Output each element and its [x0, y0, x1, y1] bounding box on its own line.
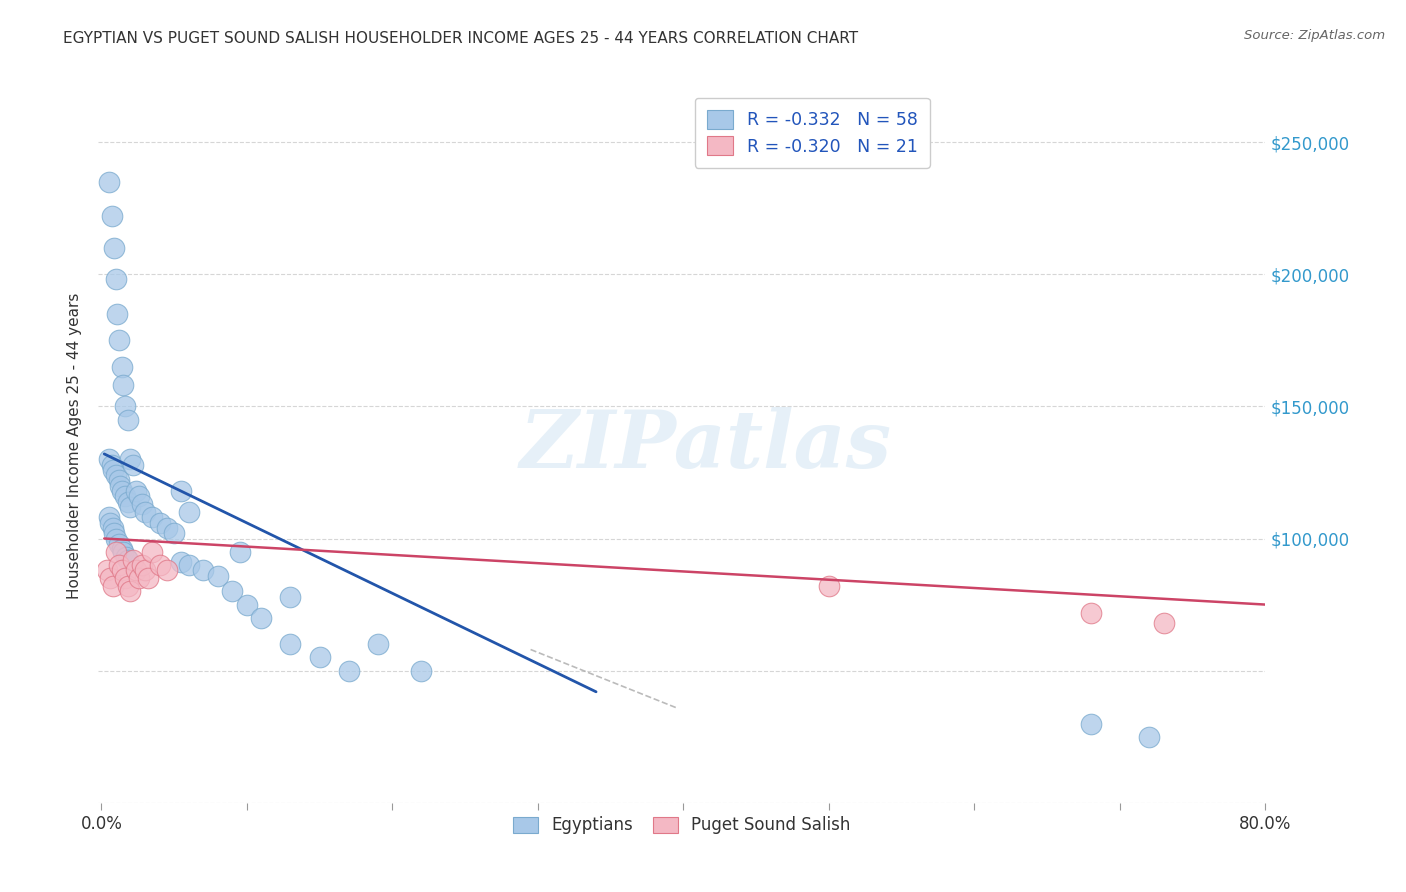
- Point: [134, 563, 156, 577]
- Point: [112, 545, 135, 559]
- Point: [111, 542, 134, 557]
- Point: [128, 489, 150, 503]
- Point: [111, 563, 134, 577]
- Point: [122, 552, 145, 566]
- Point: [103, 241, 125, 255]
- Legend: Egyptians, Puget Sound Salish: Egyptians, Puget Sound Salish: [506, 810, 858, 841]
- Point: [98, 571, 121, 585]
- Point: [170, 483, 193, 498]
- Point: [170, 555, 193, 569]
- Point: [411, 664, 433, 678]
- Point: [156, 521, 179, 535]
- Point: [250, 611, 273, 625]
- Point: [104, 532, 127, 546]
- Text: EGYPTIAN VS PUGET SOUND SALISH HOUSEHOLDER INCOME AGES 25 - 44 YEARS CORRELATION: EGYPTIAN VS PUGET SOUND SALISH HOUSEHOLD…: [63, 31, 859, 46]
- Text: ZIPatlas: ZIPatlas: [519, 408, 891, 484]
- Point: [228, 545, 250, 559]
- Point: [107, 537, 129, 551]
- Point: [148, 558, 170, 572]
- Point: [141, 545, 163, 559]
- Point: [114, 571, 136, 585]
- Point: [114, 400, 136, 414]
- Point: [100, 458, 122, 472]
- Y-axis label: Householder Income Ages 25 - 44 years: Householder Income Ages 25 - 44 years: [67, 293, 83, 599]
- Point: [308, 650, 330, 665]
- Point: [105, 307, 128, 321]
- Point: [97, 510, 120, 524]
- Point: [120, 500, 142, 514]
- Point: [177, 558, 200, 572]
- Point: [280, 590, 302, 604]
- Point: [115, 549, 138, 564]
- Point: [120, 452, 142, 467]
- Point: [117, 552, 139, 566]
- Point: [110, 478, 132, 492]
- Point: [122, 458, 145, 472]
- Point: [101, 579, 124, 593]
- Point: [1153, 616, 1175, 631]
- Point: [163, 526, 186, 541]
- Point: [112, 378, 135, 392]
- Point: [97, 175, 120, 189]
- Point: [367, 637, 389, 651]
- Point: [100, 209, 122, 223]
- Point: [114, 489, 136, 503]
- Point: [101, 521, 124, 535]
- Point: [111, 483, 134, 498]
- Point: [177, 505, 200, 519]
- Point: [117, 494, 139, 508]
- Point: [104, 545, 127, 559]
- Point: [120, 584, 142, 599]
- Text: Source: ZipAtlas.com: Source: ZipAtlas.com: [1244, 29, 1385, 42]
- Point: [104, 272, 127, 286]
- Point: [156, 563, 179, 577]
- Point: [236, 598, 259, 612]
- Point: [280, 637, 302, 651]
- Point: [148, 516, 170, 530]
- Point: [107, 333, 129, 347]
- Point: [117, 412, 139, 426]
- Point: [125, 563, 148, 577]
- Point: [103, 526, 125, 541]
- Point: [131, 497, 153, 511]
- Point: [221, 584, 243, 599]
- Point: [101, 463, 124, 477]
- Point: [98, 516, 121, 530]
- Point: [125, 483, 148, 498]
- Point: [134, 505, 156, 519]
- Point: [107, 558, 129, 572]
- Point: [97, 452, 120, 467]
- Point: [818, 579, 841, 593]
- Point: [131, 558, 153, 572]
- Point: [111, 359, 134, 374]
- Point: [107, 474, 129, 488]
- Point: [128, 571, 150, 585]
- Point: [117, 579, 139, 593]
- Point: [141, 510, 163, 524]
- Point: [1080, 716, 1102, 731]
- Point: [136, 571, 159, 585]
- Point: [96, 563, 118, 577]
- Point: [1137, 730, 1160, 744]
- Point: [193, 563, 215, 577]
- Point: [1080, 606, 1102, 620]
- Point: [337, 664, 360, 678]
- Point: [104, 468, 127, 483]
- Point: [207, 568, 229, 582]
